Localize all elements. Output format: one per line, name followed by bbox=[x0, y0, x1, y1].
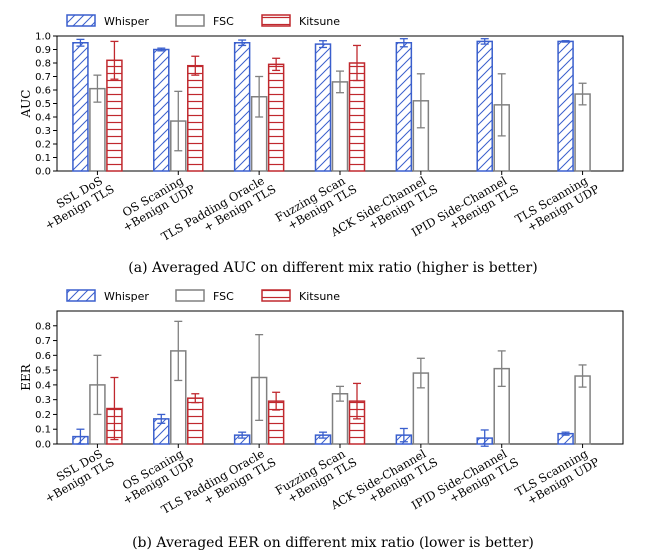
y-axis-label: EER bbox=[19, 363, 33, 391]
y-tick-label: 0.7 bbox=[35, 336, 51, 347]
y-tick-label: 0.3 bbox=[35, 395, 51, 406]
y-tick-label: 1.0 bbox=[35, 32, 51, 43]
y-tick-label: 0.7 bbox=[35, 72, 51, 83]
legend-swatch-fsc bbox=[175, 289, 205, 302]
bar-kitsune bbox=[187, 64, 204, 172]
legend-label-whisper: Whisper bbox=[104, 290, 149, 303]
x-tick-label: SSL DoS+Benign TLS bbox=[36, 170, 117, 232]
y-tick-label: 0.5 bbox=[35, 99, 51, 110]
y-tick-label: 0.0 bbox=[35, 167, 51, 178]
y-tick-label: 0.5 bbox=[35, 366, 51, 377]
y-tick-label: 0.1 bbox=[35, 153, 51, 164]
y-tick-label: 0.4 bbox=[35, 380, 51, 391]
bar-whisper bbox=[153, 48, 170, 172]
legend-swatch-kitsune bbox=[261, 14, 291, 27]
y-tick-label: 0.1 bbox=[35, 425, 51, 436]
y-tick-label: 0.8 bbox=[35, 59, 51, 70]
x-tick-label: TLS Scanning+Benign UDP bbox=[513, 170, 602, 237]
legend-label-whisper: Whisper bbox=[104, 15, 149, 28]
y-tick-label: 0.2 bbox=[35, 410, 51, 421]
y-tick-label: 0.3 bbox=[35, 126, 51, 137]
legend-swatch-whisper bbox=[66, 14, 96, 27]
legend-swatch-whisper bbox=[66, 289, 96, 302]
bar-fsc bbox=[574, 93, 591, 172]
legend-swatch-fsc bbox=[175, 14, 205, 27]
x-tick-label: TLS Scanning+Benign UDP bbox=[513, 443, 602, 510]
bar-whisper bbox=[395, 42, 413, 172]
y-tick-label: 0.4 bbox=[35, 113, 51, 124]
bar-whisper bbox=[314, 43, 332, 172]
x-tick-label: SSL DoS+Benign TLS bbox=[36, 443, 117, 505]
legend-label-fsc: FSC bbox=[213, 15, 234, 28]
legend-label-fsc: FSC bbox=[213, 290, 234, 303]
legend-label-kitsune: Kitsune bbox=[299, 15, 340, 28]
y-axis-label: AUC bbox=[19, 90, 33, 119]
panel-auc: 0.0 0.1 0.2 0.3 0.4 0.5 0.6 0.7 0.8 0.9 1.0 AUC SSL … bbox=[19, 14, 624, 244]
bar-whisper bbox=[557, 40, 574, 172]
y-tick-label: 0.0 bbox=[35, 440, 51, 451]
caption-eer: (b) Averaged EER on different mix ratio … bbox=[132, 535, 534, 551]
bar-fsc bbox=[331, 81, 349, 172]
y-tick-label: 0.6 bbox=[35, 86, 51, 97]
y-tick-label: 0.2 bbox=[35, 140, 51, 151]
legend-swatch-kitsune bbox=[261, 289, 291, 302]
bar-whisper bbox=[72, 42, 89, 172]
bar-kitsune bbox=[267, 63, 285, 172]
y-tick-label: 0.8 bbox=[35, 321, 51, 332]
y-tick-label: 0.6 bbox=[35, 351, 51, 362]
y-tick-label: 0.9 bbox=[35, 45, 51, 56]
bar-whisper bbox=[233, 42, 251, 172]
legend-label-kitsune: Kitsune bbox=[299, 290, 340, 303]
panel-eer: 0.0 0.1 0.2 0.3 0.4 0.5 0.6 0.7 0.8 EER SSL DoS+Be… bbox=[19, 289, 624, 517]
bar-kitsune bbox=[187, 397, 204, 445]
caption-auc: (a) Averaged AUC on different mix ratio … bbox=[128, 260, 537, 276]
bar-whisper bbox=[476, 40, 493, 172]
